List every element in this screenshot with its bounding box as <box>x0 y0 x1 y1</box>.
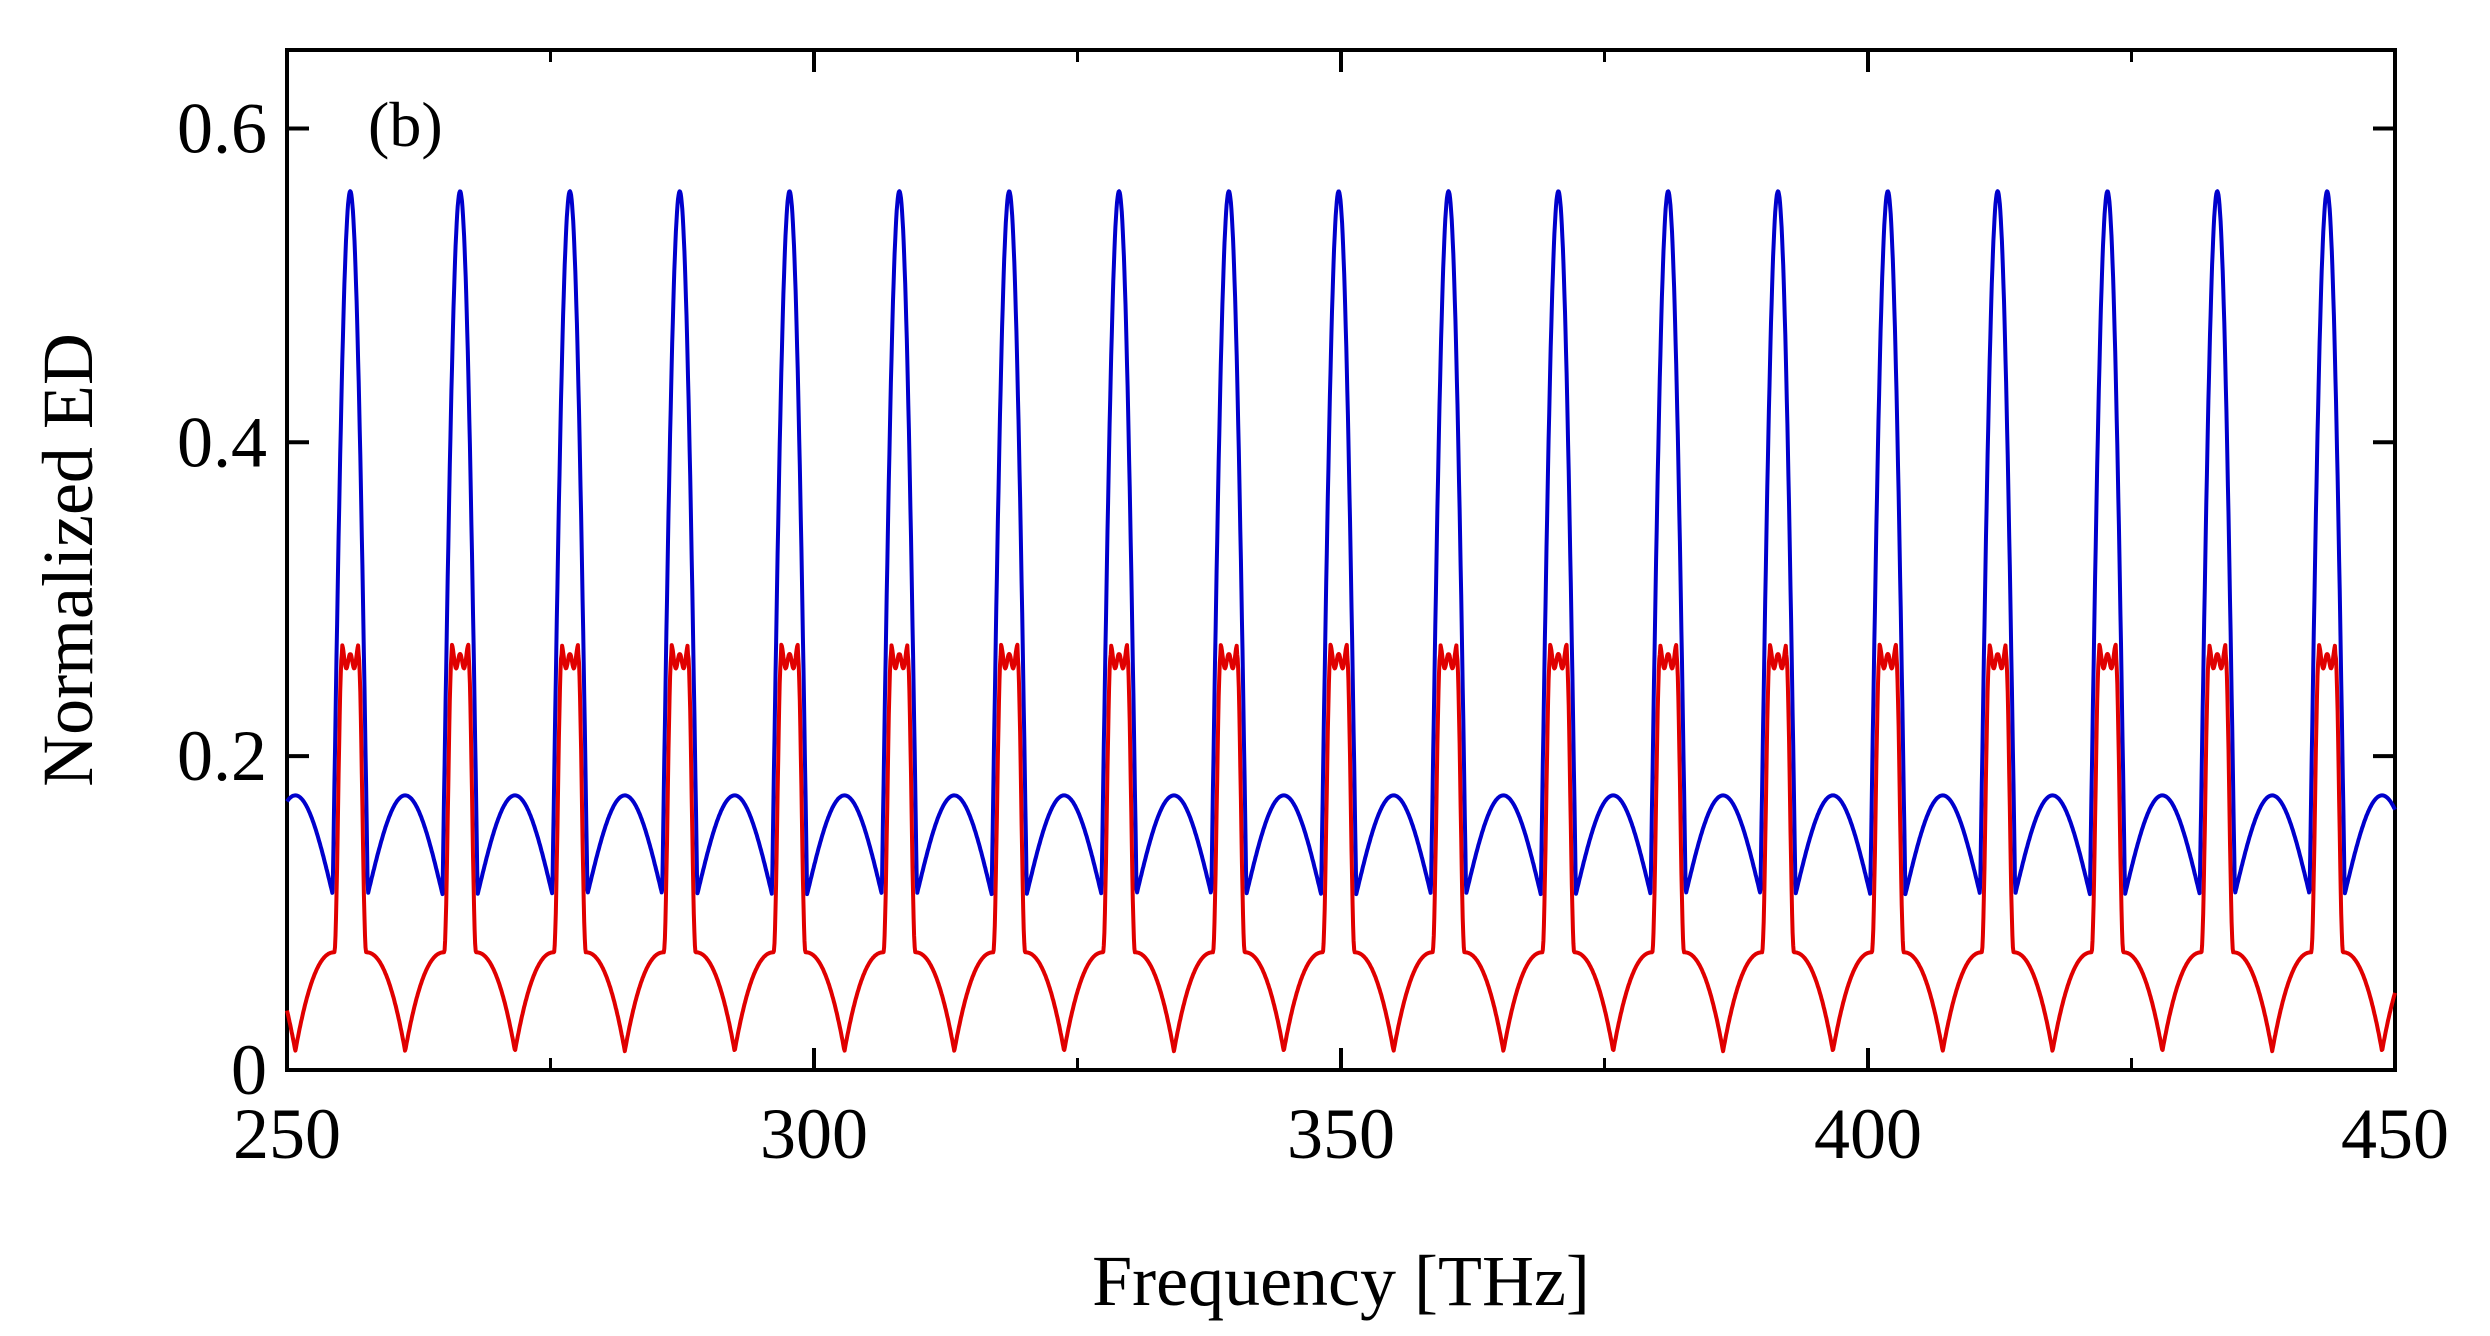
y-tick-label-0.2: 0.2 <box>177 716 267 796</box>
x-tick-label-450: 450 <box>2341 1094 2449 1174</box>
labels-group: 250 300 350 400 450 0 0.2 0.4 0.6 <box>177 88 2449 1174</box>
y-tick-label-0: 0 <box>231 1030 267 1110</box>
series-line-red <box>285 642 2397 1054</box>
series-group <box>285 189 2397 1054</box>
ticks <box>285 50 2397 1072</box>
x-axis-label: Frequency [THz] <box>1092 1241 1590 1321</box>
panel-label: (b) <box>368 89 443 160</box>
y-tick-label-0.6: 0.6 <box>177 88 267 168</box>
y-tick-label-0.4: 0.4 <box>177 402 267 482</box>
x-tick-label-350: 350 <box>1287 1094 1395 1174</box>
y-axis-label: Normalized ED <box>28 333 108 787</box>
x-tick-label-300: 300 <box>760 1094 868 1174</box>
x-tick-label-400: 400 <box>1814 1094 1922 1174</box>
x-tick-label-250: 250 <box>233 1094 341 1174</box>
series-line-blue <box>285 189 2397 897</box>
